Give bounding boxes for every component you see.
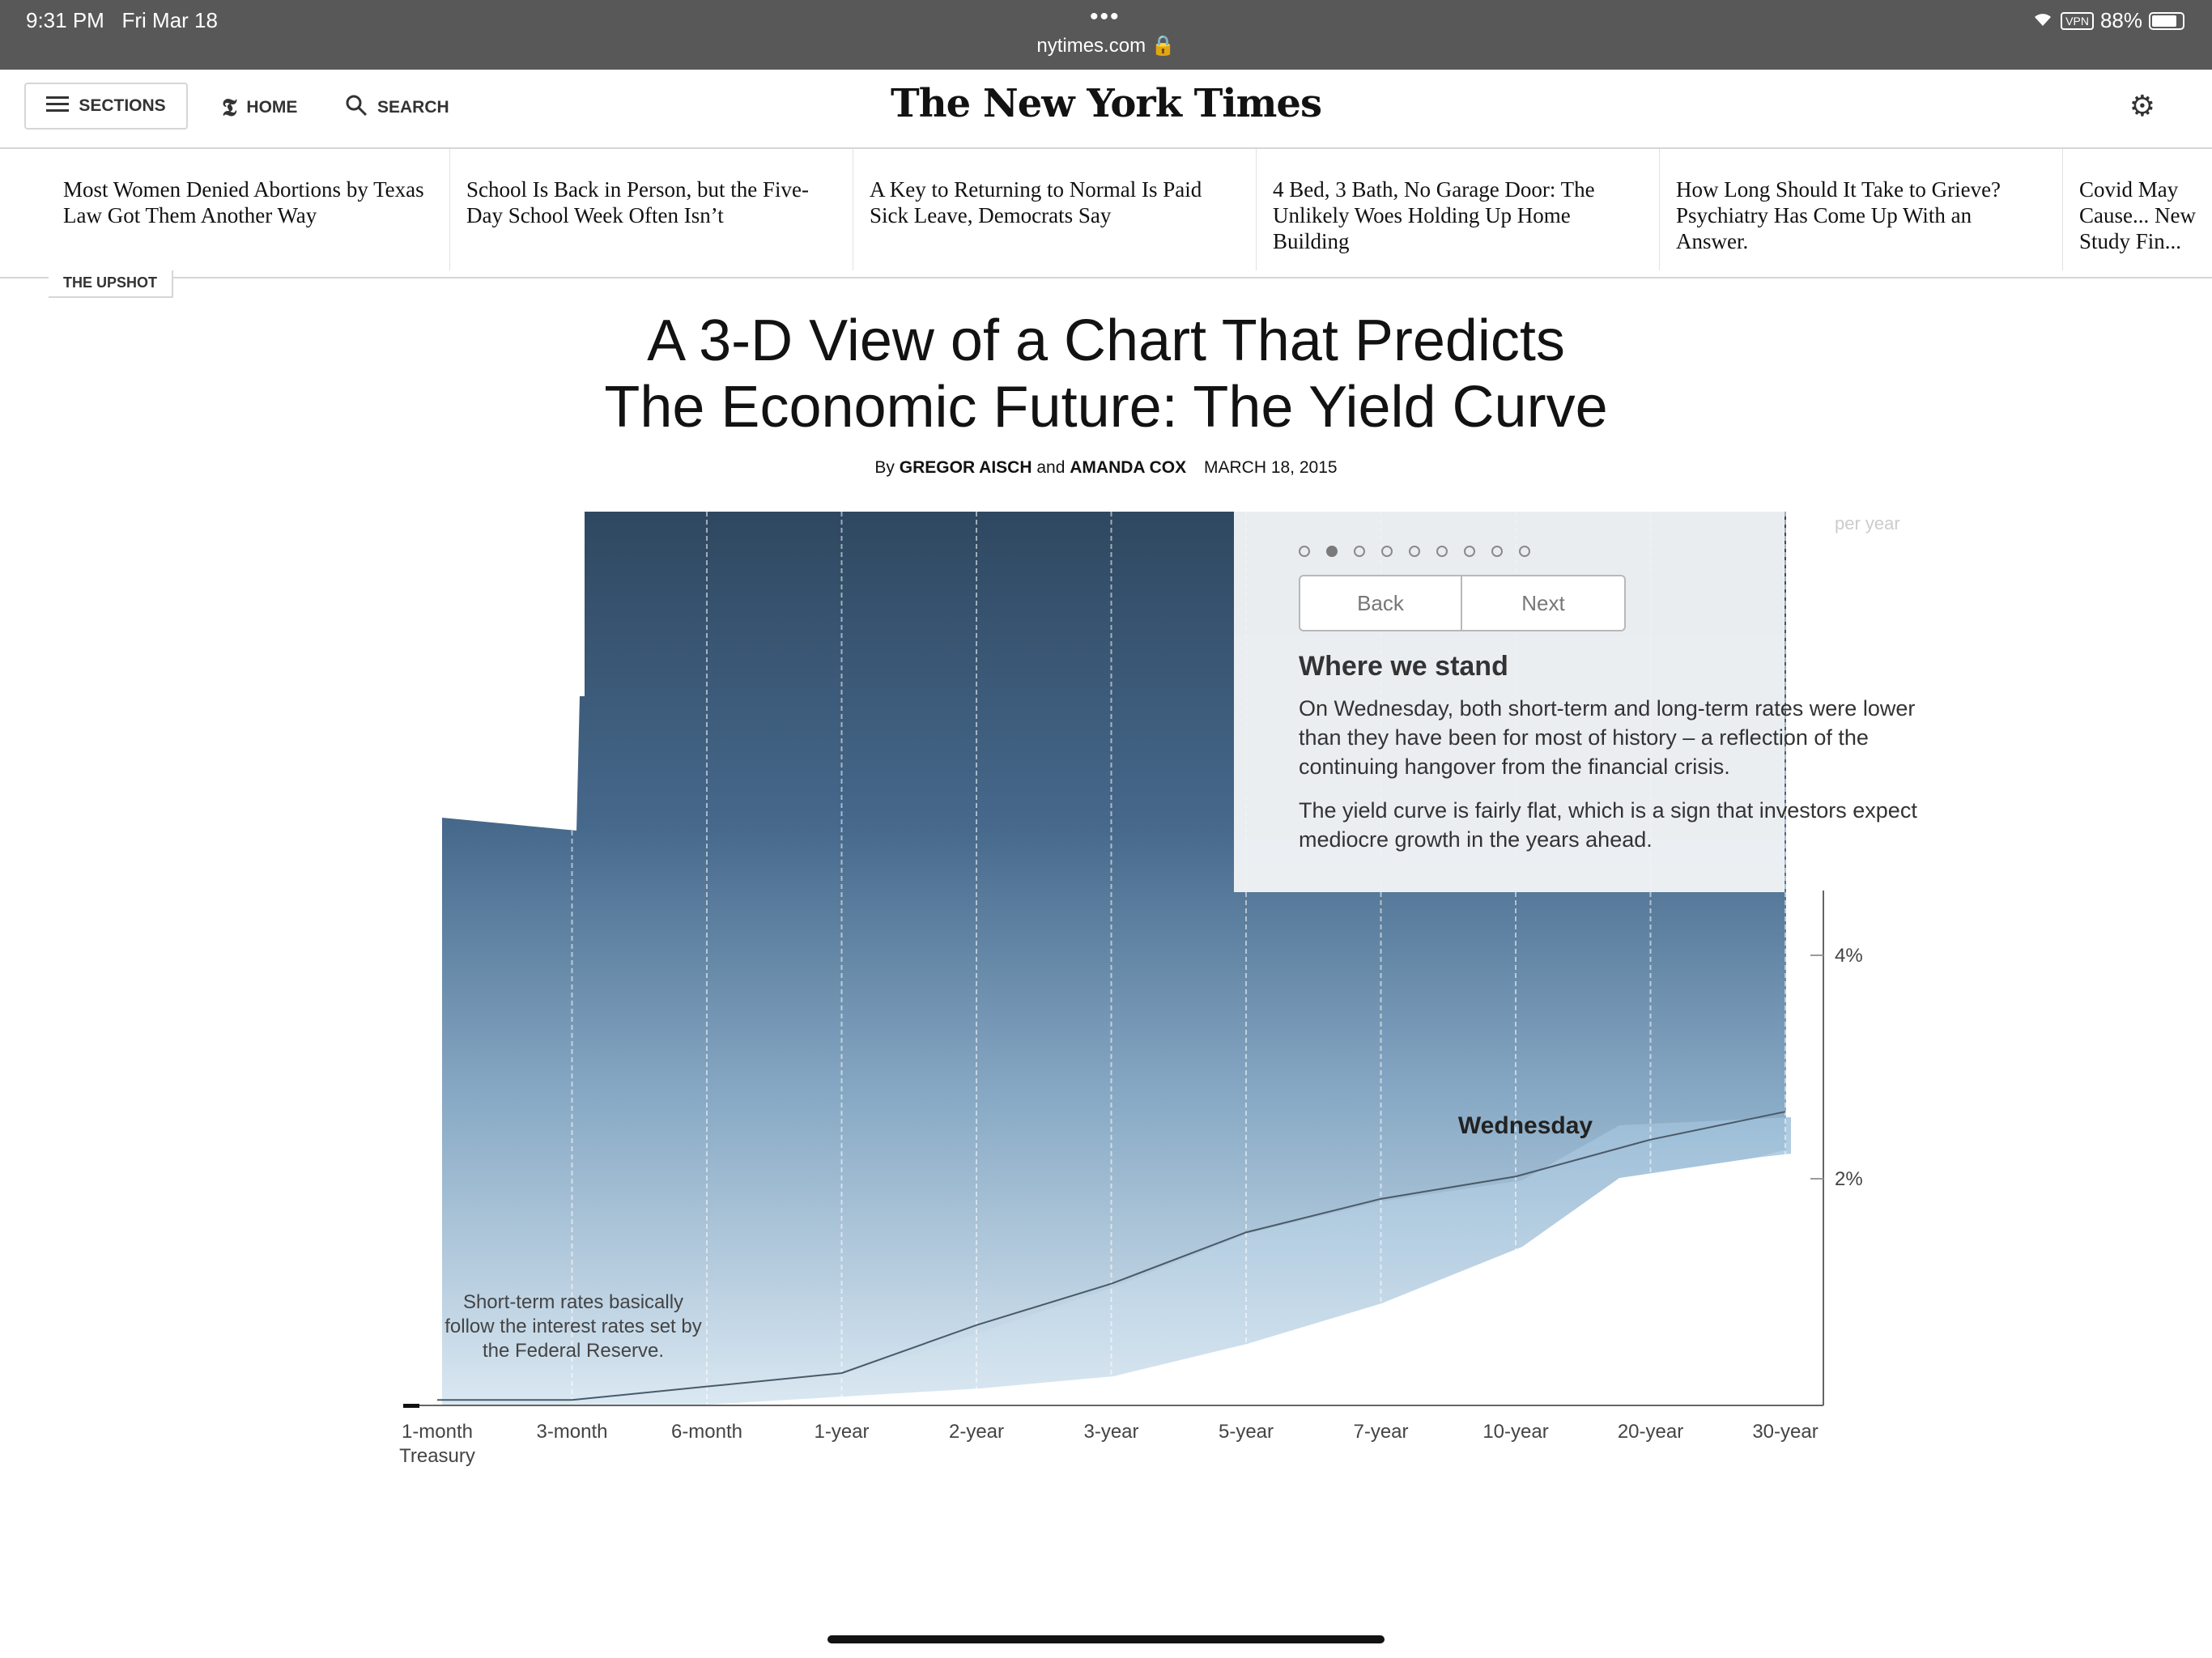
next-button[interactable]: Next [1462,575,1626,631]
step-dot[interactable] [1326,546,1338,557]
search-icon [345,94,368,121]
strip-story[interactable]: Most Women Denied Abortions by Texas Law… [47,149,450,270]
wednesday-curve[interactable] [437,1111,1786,1401]
step-dot[interactable] [1299,546,1310,557]
series-label: Wednesday [1458,1112,1593,1139]
author-link[interactable]: GREGOR AISCH [899,458,1032,477]
strip-story[interactable]: Covid May Cause... New Study Fin... [2079,177,2196,253]
nyt-t-icon: 𝕿 [222,93,237,122]
sections-button[interactable]: SECTIONS [24,83,188,130]
status-time: 9:31 PM Fri Mar 18 [26,8,218,32]
step-dot[interactable] [1491,546,1503,557]
x-tick-label: 6-month [671,1421,742,1443]
step-panel: Back Next Where we stand On Wednesday, b… [1234,512,1917,892]
url-bar[interactable]: nytimes.com 🔒 [0,34,2212,57]
y-tick-label: 2% [1835,1168,1863,1190]
y-tick-labels: 2% 4% [1810,945,1863,1190]
nyt-logo[interactable]: The New York Times [891,81,1322,126]
search-label: SEARCH [377,98,449,117]
status-bar: 9:31 PM Fri Mar 18 ••• nytimes.com 🔒 VPN… [0,0,2212,70]
strip-story[interactable]: How Long Should It Take to Grieve? Psych… [1660,149,2063,270]
section-kicker[interactable]: THE UPSHOT [49,270,174,298]
step-dot[interactable] [1519,546,1530,557]
byline: By GREGOR AISCH and AMANDA COX MARCH 18,… [874,458,1338,477]
x-tick-label: 7-year [1353,1421,1408,1443]
author-link[interactable]: AMANDA COX [1070,458,1187,477]
x-tick-label: 3-month [536,1421,607,1443]
gear-icon[interactable]: ⚙ [2129,89,2155,122]
y-unit-label: per year [1835,513,1900,534]
battery-percent: 88% [2099,8,2142,32]
step-dot[interactable] [1381,546,1393,557]
article-headline: A 3-D View of a Chart That Predicts The E… [604,308,1608,440]
step-dot[interactable] [1409,546,1420,557]
x-tick-labels: 1-month Treasury 3-month 6-month 1-year 2-yea… [399,1421,1819,1467]
headline-strip: Most Women Denied Abortions by Texas Law… [0,149,2212,278]
hamburger-icon [46,95,70,117]
step-dot[interactable] [1436,546,1448,557]
battery-icon [2149,11,2184,30]
x-tick-label: 3-year [1083,1421,1138,1443]
panel-paragraph: On Wednesday, both short-term and long-t… [1299,696,1916,779]
x-tick-label: 2-year [949,1421,1004,1443]
y-tick-label: 4% [1835,945,1863,967]
panel-paragraph: The yield curve is fairly flat, which is… [1299,798,1917,852]
strip-story[interactable]: A Key to Returning to Normal Is Paid Sic… [853,149,1257,270]
home-label: HOME [246,98,298,117]
more-dots-icon[interactable]: ••• [1090,3,1121,30]
x-tick-label: 1-month Treasury [399,1421,475,1467]
back-button[interactable]: Back [1299,575,1462,631]
panel-heading: Where we stand [1299,651,1508,682]
strip-story[interactable]: 4 Bed, 3 Bath, No Garage Door: The Unlik… [1257,149,1660,270]
x-tick-label: 20-year [1618,1421,1683,1443]
vpn-badge: VPN [2061,11,2094,30]
x-tick-label: 10-year [1482,1421,1548,1443]
x-tick-label: 1-year [814,1421,869,1443]
step-indicator[interactable] [1266,546,1752,557]
sections-label: SECTIONS [79,96,166,115]
home-button[interactable]: 𝕿 HOME [222,87,297,128]
lock-icon: 🔒 [1151,35,1176,57]
publish-date: MARCH 18, 2015 [1203,458,1338,477]
origin-marker [403,1404,419,1408]
strip-story[interactable]: School Is Back in Person, but the Five-D… [450,149,853,270]
search-button[interactable]: SEARCH [345,87,449,128]
short-term-annotation: Short-term rates basically follow the in… [445,1291,702,1362]
status-indicators: VPN 88% [2031,8,2184,33]
home-indicator[interactable] [827,1635,1385,1643]
surface-front-shadow [844,1117,1791,1397]
url-text: nytimes.com [1036,35,1146,57]
x-tick-label: 30-year [1752,1421,1818,1443]
masthead: SECTIONS 𝕿 HOME SEARCH The New York Time… [0,70,2212,149]
step-dot[interactable] [1464,546,1475,557]
wifi-icon [2031,8,2054,33]
step-dot[interactable] [1354,546,1365,557]
x-tick-label: 5-year [1219,1421,1274,1443]
